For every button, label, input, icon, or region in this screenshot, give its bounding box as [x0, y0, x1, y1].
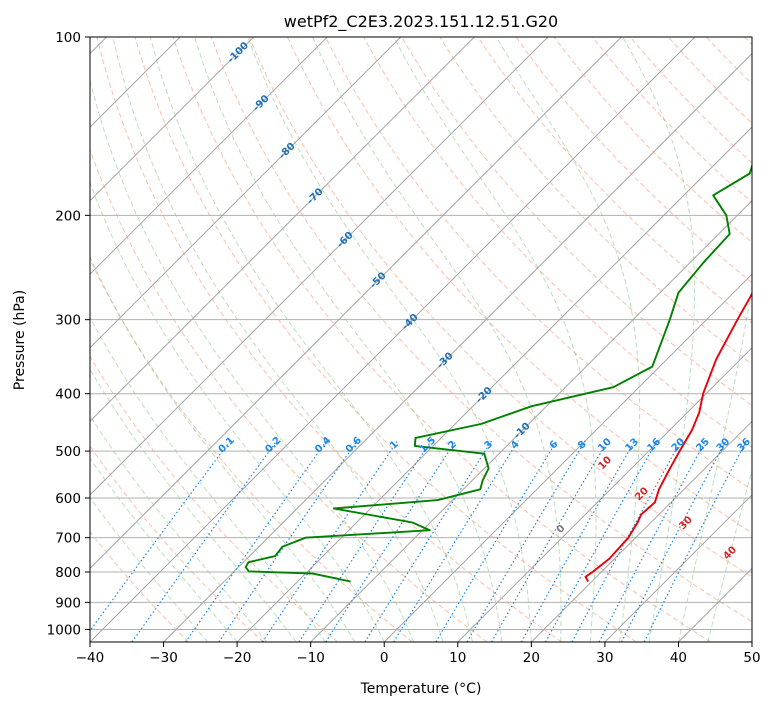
- mixing-ratio-line: [643, 440, 748, 642]
- x-tick-label: −40: [76, 650, 105, 666]
- pressure-gridlines: [90, 37, 752, 630]
- moist-adiabat-line: [247, 37, 532, 642]
- mixing-ratio-line: [393, 440, 519, 642]
- moist-adiabats: [90, 37, 752, 642]
- y-axis-label: Pressure (hPa): [12, 290, 28, 390]
- x-tick-label: −30: [149, 650, 178, 666]
- y-tick-label: 400: [55, 387, 81, 403]
- mixing-ratio-line: [261, 440, 399, 642]
- moist-adiabat-line: [393, 37, 597, 642]
- isotherms: [90, 37, 752, 642]
- y-tick-label: 800: [55, 565, 81, 581]
- mixing-ratio-line: [325, 440, 457, 642]
- mixing-ratio-line: [491, 440, 609, 642]
- moist-adiabat-line: [677, 283, 752, 642]
- x-tick-label: 20: [523, 650, 540, 666]
- moist-adiabat-line: [90, 255, 356, 642]
- x-tick-label: 40: [670, 650, 687, 666]
- mixing-ratio-line: [90, 440, 231, 632]
- moist-adiabat-line: [312, 37, 562, 642]
- moist-adiabat-line: [707, 468, 752, 642]
- y-tick-label: 100: [55, 30, 81, 46]
- dry-adiabat-line: [134, 37, 637, 642]
- x-axis-ticks: −40 −30 −20 −10 0 10 20 30 40 50: [76, 642, 761, 666]
- x-tick-label: 0: [380, 650, 389, 666]
- isotherm-line: [90, 37, 622, 570]
- dry-adiabat-line: [439, 37, 752, 365]
- y-tick-label: 300: [55, 313, 81, 329]
- x-tick-label: 30: [596, 650, 613, 666]
- moist-adiabat-line: [90, 414, 267, 642]
- isotherm-line: [530, 420, 752, 642]
- isotherm-line: [383, 273, 752, 642]
- x-axis-label: Temperature (°C): [360, 681, 482, 697]
- mixing-ratio-line: [571, 440, 682, 642]
- x-tick-label: −20: [223, 650, 252, 666]
- mixing-ratio-line: [466, 440, 586, 642]
- dry-adiabat-line: [90, 531, 190, 642]
- dry-adiabat-line: [591, 37, 752, 204]
- dry-adiabat-line: [90, 148, 488, 642]
- isotherm-line: [163, 52, 752, 642]
- mixing-ratio-lines: [90, 440, 748, 642]
- moist-adiabat-line: [90, 316, 326, 642]
- mixing-ratio-line: [298, 440, 432, 642]
- mixing-ratio-line: [545, 440, 658, 642]
- isotherm-line: [310, 199, 752, 642]
- dry-adiabat-line: [96, 37, 562, 642]
- dry-adiabat-line: [515, 37, 752, 284]
- x-tick-label: −10: [296, 650, 325, 666]
- x-tick-label: 50: [743, 650, 760, 666]
- moist-adiabat-line: [149, 37, 473, 642]
- moist-adiabat-line: [112, 37, 444, 642]
- y-tick-label: 500: [55, 444, 81, 460]
- dry-adiabat-line: [286, 37, 752, 534]
- dewpoint-profile-line: [244, 163, 752, 583]
- mixing-ratio-line: [520, 440, 636, 642]
- moist-adiabat-line: [90, 457, 238, 642]
- dry-adiabat-line: [401, 37, 752, 407]
- x-tick-label: 10: [449, 650, 466, 666]
- temperature-profile-line: [584, 292, 752, 582]
- y-tick-label: 700: [55, 531, 81, 547]
- y-tick-label: 1000: [47, 622, 81, 638]
- isotherm-line: [90, 37, 402, 349]
- isotherm-line: [90, 37, 255, 202]
- y-axis-ticks: 100 200 300 400 500 600 700 800 900 1000: [47, 30, 90, 638]
- isotherm-line: [90, 37, 328, 275]
- dry-adiabat-line: [172, 37, 712, 642]
- isotherm-line: [90, 37, 549, 496]
- mixing-ratio-line: [435, 440, 558, 642]
- sounding-series: [244, 163, 752, 583]
- moist-adiabat-line: [90, 181, 385, 642]
- chart-title: wetPf2_C2E3.2023.151.12.51.G20: [284, 12, 558, 32]
- y-tick-label: 200: [55, 208, 81, 224]
- moist-adiabat-line: [90, 78, 415, 642]
- mixing-ratio-line: [364, 440, 493, 642]
- isotherm-line: [236, 126, 752, 642]
- plot-frame: [89, 36, 753, 643]
- isotherm-line: [604, 494, 752, 642]
- mixing-ratio-line: [131, 440, 278, 642]
- plot-area: -100-90-80-70-60-50-40-30-20-100.1 0.2 0.4…: [90, 37, 752, 642]
- dry-adiabat-line: [248, 37, 752, 578]
- y-tick-label: 900: [55, 595, 81, 611]
- dry-adiabat-line: [210, 37, 752, 623]
- mixing-ratio-line: [185, 440, 328, 642]
- isotherm-line: [90, 37, 696, 642]
- mixing-ratio-line: [218, 440, 358, 642]
- moist-adiabat-line: [622, 37, 695, 642]
- moist-adiabat-line: [495, 37, 641, 642]
- dry-adiabat-line: [90, 355, 339, 642]
- y-tick-label: 600: [55, 491, 81, 507]
- dry-adiabat-line: [477, 37, 752, 324]
- moist-adiabat-line: [194, 37, 503, 642]
- isotherm-line: [457, 347, 752, 642]
- isotherm-line: [90, 37, 475, 423]
- dry-adiabat-line: [325, 37, 752, 491]
